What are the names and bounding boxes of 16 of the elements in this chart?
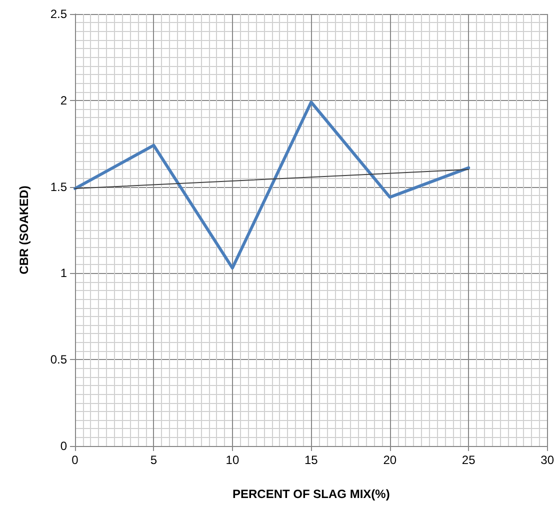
y-tick-label: 0.5 (50, 352, 68, 367)
line-series (74, 100, 470, 270)
y-tick-label: 1 (60, 266, 68, 280)
x-tick-label: 20 (383, 453, 397, 467)
x-tick-label: 15 (304, 453, 318, 467)
x-tick-label: 5 (150, 453, 158, 467)
y-axis-title: CBR (SOAKED) (17, 186, 31, 274)
x-axis-title: PERCENT OF SLAG MIX(%) (232, 487, 390, 501)
y-tick-label: 1.5 (50, 180, 68, 194)
y-tick-label: 2 (60, 93, 68, 108)
y-tick-label: 2.5 (50, 7, 68, 21)
y-tick-label: 0 (60, 439, 68, 453)
x-tick-label: 0 (72, 453, 79, 467)
x-tick-label: 25 (462, 453, 476, 467)
x-tick-label: 30 (540, 453, 554, 467)
x-tick-label: 10 (226, 453, 240, 467)
